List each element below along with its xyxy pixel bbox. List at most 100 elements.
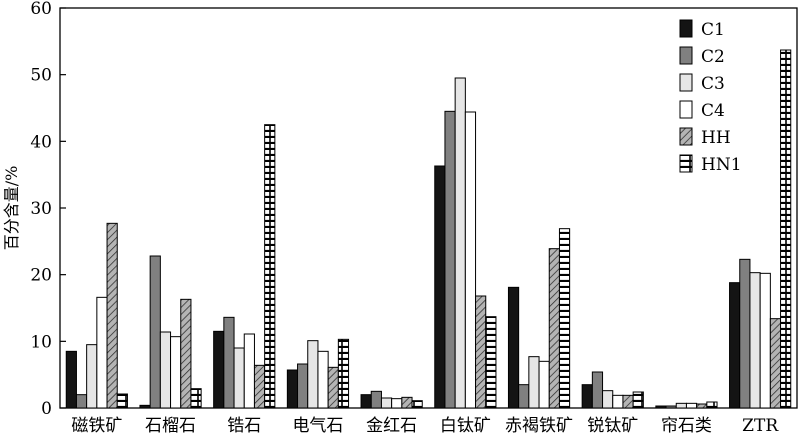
bar-c4 <box>317 350 329 409</box>
bar-c3 <box>307 340 319 409</box>
y-tick-label: 30 <box>30 199 52 219</box>
x-tick-label: 帘石类 <box>661 416 712 436</box>
bar-c1 <box>286 369 299 409</box>
legend-item: C1 <box>679 19 725 40</box>
y-tick-label: 50 <box>30 66 52 86</box>
bar-hn1 <box>411 400 423 409</box>
bar-c4 <box>612 394 624 409</box>
bar-c2 <box>739 258 751 409</box>
bar-c2 <box>297 363 309 409</box>
bar-c2 <box>370 390 382 409</box>
bar-c2 <box>149 255 161 409</box>
bar-c1 <box>65 350 77 409</box>
x-tick-label: 锐钛矿 <box>587 416 638 436</box>
bar-c1 <box>434 165 446 409</box>
bar-c2 <box>75 394 88 409</box>
bar-c4 <box>759 272 771 409</box>
category-group <box>655 401 718 409</box>
x-tick-label: 石榴石 <box>145 416 196 436</box>
x-tick-label: 锆石 <box>227 416 261 436</box>
category-group <box>65 222 128 409</box>
x-tick-label: 赤褐铁矿 <box>505 416 573 436</box>
bar-c1 <box>139 404 151 409</box>
legend-item: C3 <box>679 73 725 94</box>
bars <box>65 49 792 409</box>
y-tick-label: 20 <box>30 266 52 286</box>
bar-c2 <box>518 384 530 409</box>
bar-c4 <box>96 296 108 409</box>
bar-c1 <box>655 405 667 409</box>
legend-swatch <box>679 127 693 146</box>
category-group <box>581 371 644 409</box>
legend-swatch <box>679 154 693 173</box>
bar-hh <box>769 318 782 409</box>
category-group <box>360 390 423 409</box>
category-group <box>434 77 497 409</box>
category-group <box>139 255 202 409</box>
legend-label: HN1 <box>701 155 742 175</box>
y-axis-label: 百分含量/% <box>2 166 21 251</box>
bar-c3 <box>749 272 761 409</box>
bar-c4 <box>538 360 550 409</box>
y-axis: 0 10 20 30 40 50 60 <box>30 0 66 419</box>
legend-swatch <box>679 73 693 92</box>
y-tick-label: 40 <box>30 132 52 152</box>
bar-c3 <box>528 356 540 409</box>
bar-hh <box>106 222 118 409</box>
bar-c4 <box>464 111 477 409</box>
x-tick-label: 磁铁矿 <box>71 416 122 436</box>
legend-label: HH <box>701 128 731 148</box>
legend-label: C3 <box>701 74 725 94</box>
bar-hh <box>327 366 339 409</box>
legend-swatch <box>679 19 693 38</box>
bar-hh <box>548 248 560 409</box>
bar-c3 <box>233 347 245 409</box>
bar-hn1 <box>264 124 276 409</box>
bar-hh <box>401 396 413 409</box>
legend-item: HN1 <box>679 154 742 175</box>
x-tick-label: 金红石 <box>366 416 417 436</box>
bar-c1 <box>213 330 225 409</box>
category-group <box>286 338 350 409</box>
bar-hn1 <box>485 316 497 409</box>
legend-label: C4 <box>701 101 725 121</box>
bar-c1 <box>581 384 593 409</box>
legend-swatch <box>679 100 693 119</box>
category-group <box>507 228 571 409</box>
bar-c4 <box>685 402 698 409</box>
x-tick-label: ZTR <box>742 416 779 436</box>
bar-c4 <box>243 333 255 409</box>
bar-c4 <box>170 336 182 409</box>
legend-label: C2 <box>701 47 725 67</box>
bar-c3 <box>380 397 393 409</box>
bar-hn1 <box>558 228 571 409</box>
y-tick-label: 0 <box>41 399 52 419</box>
bar-hn1 <box>632 391 644 409</box>
category-group <box>729 49 792 409</box>
bar-c3 <box>86 344 98 409</box>
legend-item: C2 <box>679 46 725 67</box>
bar-c2 <box>223 316 235 409</box>
legend-label: C1 <box>701 20 725 40</box>
bar-hn1 <box>780 49 792 409</box>
bar-c2 <box>591 371 604 409</box>
x-tick-label: 电气石 <box>292 416 343 436</box>
legend-swatch <box>679 46 693 65</box>
bar-hn1 <box>337 338 350 409</box>
bar-hh <box>253 364 266 409</box>
bar-c1 <box>507 286 520 409</box>
legend: C1 C2 C3 C4 HH HN1 <box>679 19 742 175</box>
y-tick-label: 10 <box>30 332 52 352</box>
category-group <box>213 124 276 409</box>
bar-hh <box>622 394 634 409</box>
bar-hh <box>696 403 708 409</box>
y-tick-label: 60 <box>30 0 52 19</box>
legend-item: HH <box>679 127 731 148</box>
bar-hh <box>475 295 487 409</box>
legend-item: C4 <box>679 100 725 121</box>
bar-hn1 <box>706 401 718 409</box>
bar-c3 <box>602 390 614 409</box>
bar-c4 <box>391 398 403 409</box>
bar-hn1 <box>116 393 128 409</box>
